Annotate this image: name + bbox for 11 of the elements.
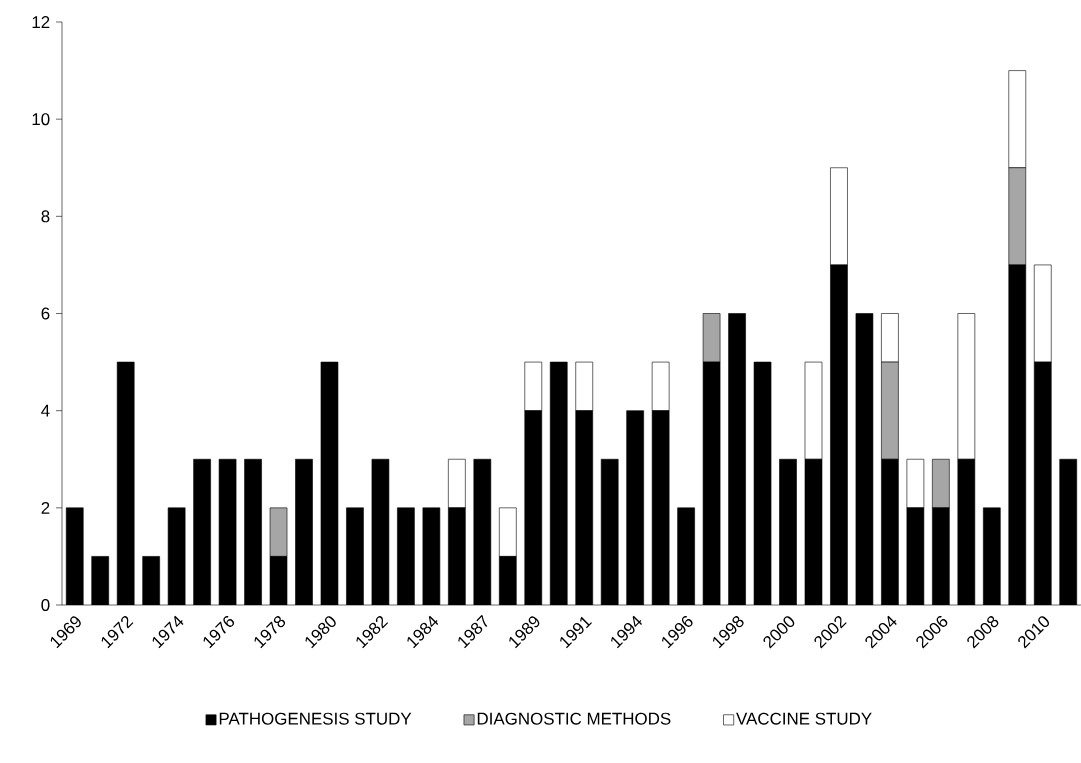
y-tick-label: 12	[32, 16, 50, 28]
legend-label: VACCINE STUDY	[736, 712, 872, 725]
y-tick-label: 4	[41, 404, 50, 417]
legend-label: PATHOGENESIS STUDY	[219, 712, 412, 725]
y-tick-label: 8	[41, 210, 50, 223]
bar	[702, 313, 721, 363]
y-tick-label: 2	[41, 501, 50, 514]
y-tick-label: 10	[32, 113, 50, 126]
legend-label: DIAGNOSTIC METHODS	[477, 712, 671, 725]
y-tick-label: 0	[41, 599, 50, 611]
y-tick-label: 6	[41, 307, 50, 320]
